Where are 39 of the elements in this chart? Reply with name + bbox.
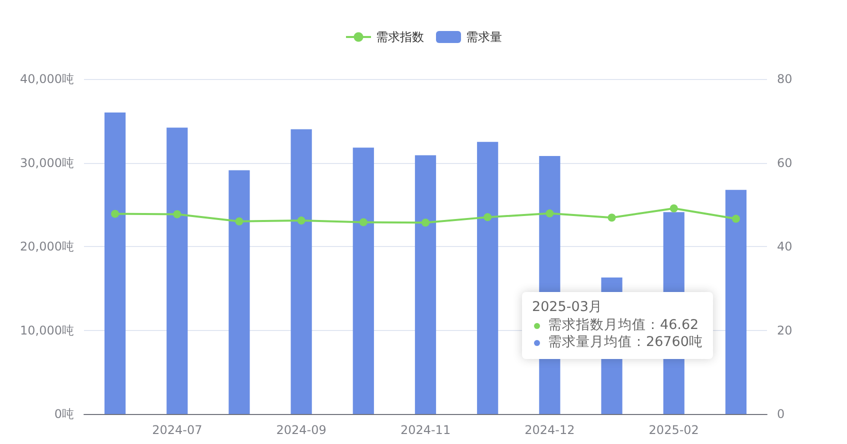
bar <box>290 129 312 414</box>
x-tick-label: 2024-12 <box>524 423 575 437</box>
point <box>608 214 616 222</box>
x-tick-label: 2024-09 <box>276 423 326 437</box>
point <box>111 210 120 218</box>
x-tick-label: 2024-07 <box>152 423 202 437</box>
annotation: 2025-03月 <box>532 299 604 316</box>
y-tick-label: 20,000吨 <box>20 240 74 254</box>
point <box>422 218 430 227</box>
point <box>235 217 244 226</box>
bar <box>414 155 436 414</box>
point <box>484 213 492 222</box>
point <box>359 218 368 226</box>
x-tick-label: 2024-11 <box>400 423 451 437</box>
point <box>173 210 182 218</box>
y2-tick-label: 60 <box>777 156 792 170</box>
bar <box>352 148 374 414</box>
legend-label: 需求量 <box>466 30 502 44</box>
y-tick-label: 30,000吨 <box>20 156 74 170</box>
annotation: 需求量月均值：26760吨 <box>548 334 703 351</box>
y2-tick-label: 0 <box>777 407 785 421</box>
annotation: 需求指数月均值：46.62 <box>548 317 699 334</box>
y2-tick-label: 20 <box>777 323 792 338</box>
point <box>670 204 678 212</box>
x-tick-label: 2025-02 <box>648 423 699 437</box>
point <box>546 209 554 218</box>
point <box>732 214 740 223</box>
bar <box>725 190 747 414</box>
bar <box>477 142 498 414</box>
point <box>297 216 306 225</box>
bar <box>166 128 188 414</box>
legend-label: 需求指数 <box>376 30 424 44</box>
y-tick-label: 40,000吨 <box>20 72 74 86</box>
bar <box>104 112 126 414</box>
y-tick-label: 10,000吨 <box>20 323 74 338</box>
bar <box>228 170 250 414</box>
y2-tick-label: 80 <box>777 72 792 86</box>
y2-tick-label: 40 <box>777 240 792 254</box>
y-tick-label: 0吨 <box>54 407 74 421</box>
